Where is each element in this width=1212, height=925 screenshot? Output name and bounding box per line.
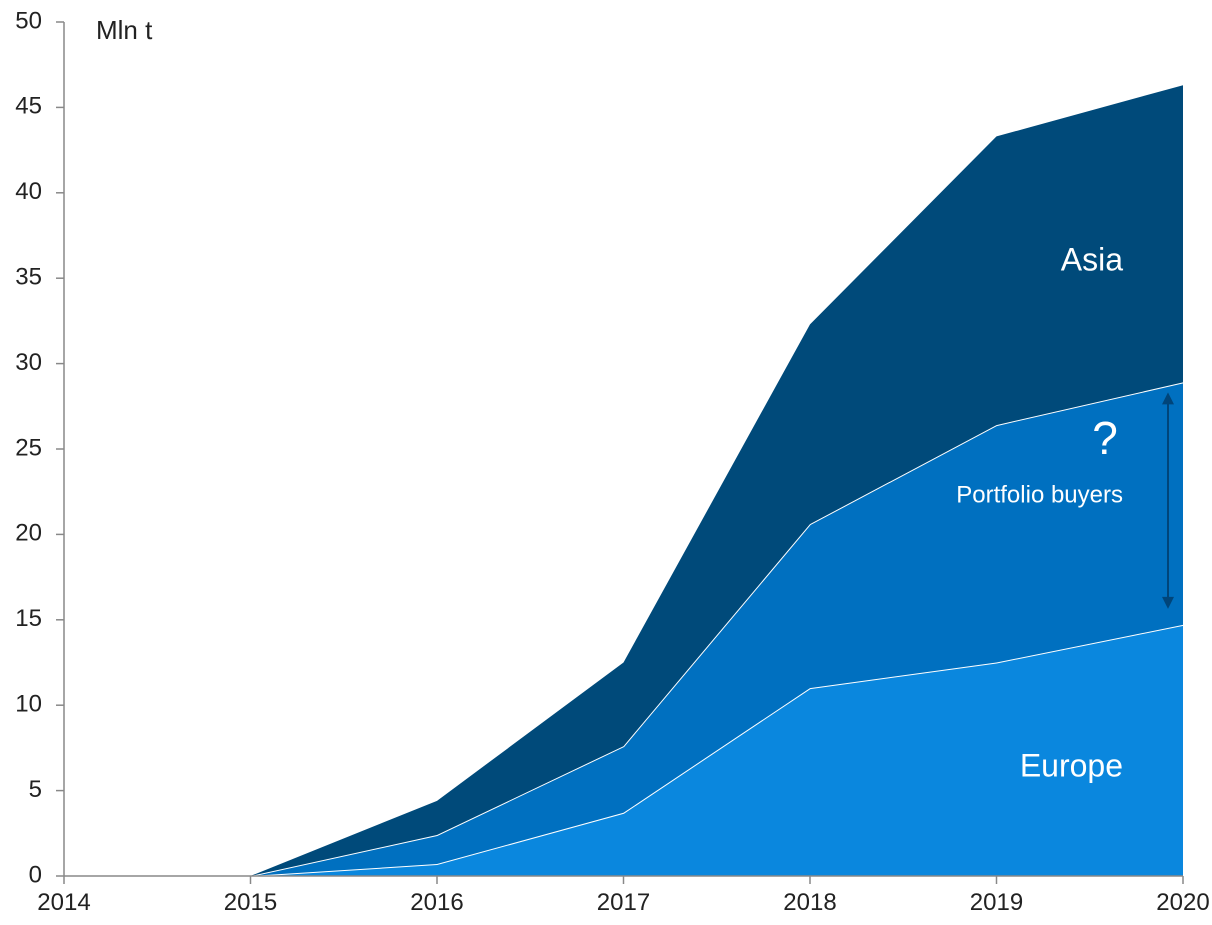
y-tick-label: 50 <box>15 7 42 34</box>
y-tick-label: 35 <box>15 264 42 291</box>
y-tick-label: 30 <box>15 349 42 376</box>
annotation: ? <box>1092 412 1118 464</box>
y-tick-label: 40 <box>15 178 42 205</box>
y-tick-label: 15 <box>15 605 42 632</box>
y-tick-label: 45 <box>15 93 42 120</box>
x-tick-label: 2020 <box>1156 889 1209 916</box>
arrow-head <box>1162 596 1174 609</box>
area <box>250 382 1183 876</box>
area-label: Europe <box>1020 747 1123 783</box>
x-tick-label: 2014 <box>37 889 90 916</box>
x-tick-label: 2018 <box>783 889 836 916</box>
area-label: Asia <box>1061 241 1123 277</box>
y-tick-label: 5 <box>29 776 42 803</box>
y-tick-label: 0 <box>29 861 42 888</box>
x-tick-label: 2015 <box>224 889 277 916</box>
y-tick-label: 10 <box>15 691 42 718</box>
area-label: Portfolio buyers <box>956 481 1123 508</box>
y-axis-label: Mln t <box>96 15 153 45</box>
y-tick-label: 25 <box>15 434 42 461</box>
x-tick-label: 2019 <box>970 889 1023 916</box>
y-tick-label: 20 <box>15 520 42 547</box>
area <box>250 85 1183 877</box>
arrow-head <box>1162 392 1174 405</box>
x-tick-label: 2017 <box>597 889 650 916</box>
x-tick-label: 2016 <box>410 889 463 916</box>
